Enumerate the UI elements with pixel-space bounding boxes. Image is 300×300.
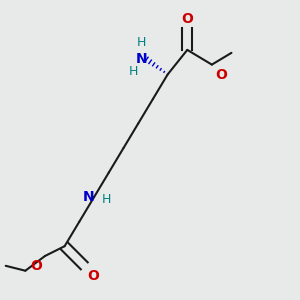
Text: N: N — [135, 52, 147, 66]
Text: O: O — [30, 259, 42, 273]
Text: N: N — [82, 190, 94, 204]
Text: H: H — [129, 64, 138, 78]
Text: O: O — [87, 269, 99, 283]
Text: O: O — [215, 68, 227, 82]
Text: H: H — [102, 193, 111, 206]
Text: H: H — [136, 36, 146, 49]
Text: O: O — [182, 12, 193, 26]
